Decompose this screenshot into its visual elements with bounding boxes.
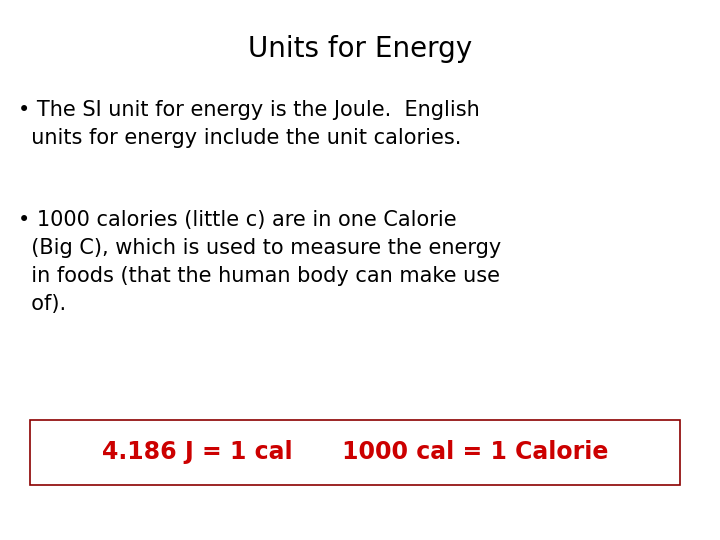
Text: • 1000 calories (little c) are in one Calorie
  (Big C), which is used to measur: • 1000 calories (little c) are in one Ca…	[18, 210, 501, 314]
FancyBboxPatch shape	[30, 420, 680, 485]
Text: Units for Energy: Units for Energy	[248, 35, 472, 63]
Text: 4.186 J = 1 cal      1000 cal = 1 Calorie: 4.186 J = 1 cal 1000 cal = 1 Calorie	[102, 441, 608, 464]
Text: • The SI unit for energy is the Joule.  English
  units for energy include the u: • The SI unit for energy is the Joule. E…	[18, 100, 480, 148]
